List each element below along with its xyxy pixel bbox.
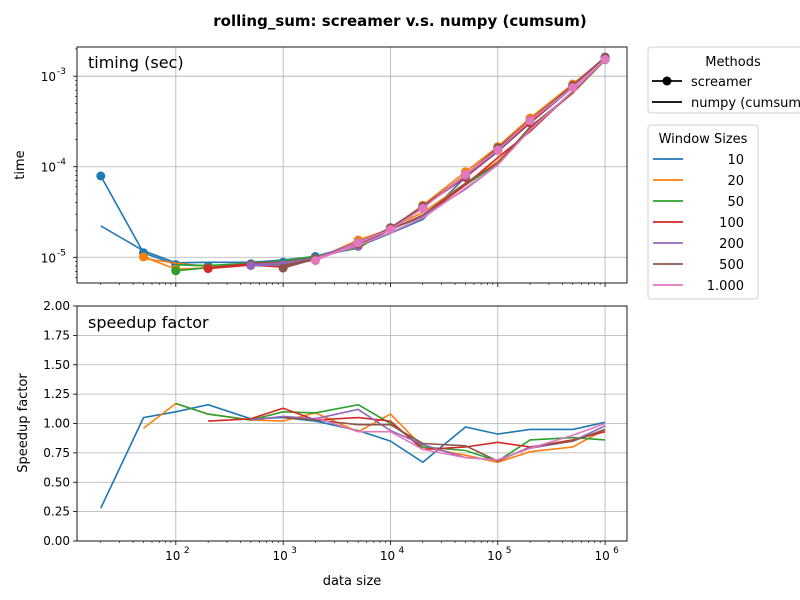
window-legend-label-200: 200 [719, 237, 744, 252]
speedup-panel: 10 2 10 3 10 4 10 5 10 60.000.250.500.751.001.251… [16, 299, 628, 589]
speedup-line-w10 [100, 403, 606, 509]
timing-panel: 10-510-410-3 timing (sec) time [13, 46, 628, 287]
y-tick-label: 1.75 [43, 328, 70, 342]
screamer-point-w1.000 [493, 145, 503, 155]
y-tick-label: 2.00 [43, 299, 70, 313]
window-legend-label-100: 100 [719, 216, 744, 231]
y-tick-label: 1.00 [43, 417, 70, 431]
y-tick-label: 10 [41, 251, 56, 265]
screamer-point-w1.000 [600, 55, 610, 64]
x-tick-exponent: 4 [398, 546, 404, 556]
y-tick-exponent: -4 [57, 158, 66, 168]
y-tick-label: 0.50 [43, 475, 70, 489]
speedup-line-w500 [283, 416, 606, 462]
x-tick-label: 10 [487, 549, 502, 563]
x-tick-exponent: 5 [506, 546, 512, 556]
y-tick-label: 1.50 [43, 358, 70, 372]
screamer-point-w20 [139, 252, 148, 262]
screamer-point-w100 [203, 264, 213, 274]
window-legend-label-1.000: 1.000 [707, 279, 744, 294]
window-legend-label-20: 20 [727, 174, 744, 189]
timing-axes-frame [76, 46, 628, 284]
y-tick-label: 10 [41, 70, 56, 84]
window-legend-label-500: 500 [719, 258, 744, 273]
screamer-point-w1.000 [386, 225, 395, 235]
speedup-axis-ticks: 10 2 10 3 10 4 10 5 10 60.000.250.500.751.001.251… [43, 299, 619, 563]
y-tick-exponent: -3 [57, 67, 66, 77]
speedup-plot-area [100, 402, 606, 509]
y-tick-exponent: -5 [57, 248, 66, 258]
window-sizes-legend: Window Sizes 10 20 50 100 200 500 1.000 [647, 124, 759, 300]
screamer-point-w1.000 [525, 116, 535, 126]
screamer-point-w1.000 [418, 203, 428, 213]
window-legend-label-50: 50 [727, 195, 744, 210]
screamer-line-w10 [100, 57, 606, 267]
screamer-point-w1.000 [568, 83, 578, 92]
numpy-line-w10 [100, 57, 606, 264]
numpy-line-w1.000 [315, 58, 606, 260]
timing-axis-ticks: 10-510-410-3 [41, 48, 606, 287]
speedup-line-w20 [143, 402, 606, 464]
screamer-point-w50 [171, 266, 181, 276]
y-tick-label: 0.00 [43, 534, 70, 548]
methods-legend: Methods screamer numpy (cumsum) [647, 46, 800, 114]
legend-methods-numpy: numpy (cumsum) [691, 96, 800, 111]
y-tick-label: 0.25 [43, 505, 70, 519]
screamer-point-w10 [96, 171, 106, 181]
screamer-line-w500 [282, 56, 606, 269]
timing-panel-label: timing (sec) [88, 53, 184, 72]
numpy-line-w200 [250, 58, 606, 266]
y-tick-label: 0.75 [43, 446, 70, 460]
screamer-point-w200 [246, 261, 256, 271]
x-tick-label: 10 [272, 549, 287, 563]
y-tick-label: 10 [41, 161, 56, 175]
x-tick-exponent: 6 [613, 546, 619, 556]
window-sizes-legend-box [647, 124, 759, 300]
screamer-point-w1.000 [353, 238, 363, 248]
y-tick-label: 1.25 [43, 387, 70, 401]
x-tick-exponent: 3 [291, 546, 297, 556]
screamer-line-w1.000 [315, 58, 606, 262]
screamer-point-w500 [278, 263, 288, 273]
timing-plot-area [96, 52, 610, 276]
legend-methods-screamer: screamer [691, 75, 753, 90]
x-tick-label: 10 [380, 549, 395, 563]
screamer-line-w100 [208, 57, 606, 270]
numpy-line-w100 [208, 59, 606, 269]
screamer-line-w200 [250, 57, 606, 267]
timing-y-axis-label: time [13, 150, 28, 179]
window-sizes-legend-title: Window Sizes [659, 132, 748, 147]
figure-title: rolling_sum: screamer v.s. numpy (cumsum… [213, 12, 586, 30]
screamer-point-w1.000 [310, 256, 320, 266]
timing-grid [77, 47, 627, 283]
speedup-panel-label: speedup factor [88, 313, 209, 332]
x-axis-label: data size [323, 574, 382, 589]
x-tick-label: 10 [594, 549, 609, 563]
speedup-line-w1.000 [315, 416, 606, 461]
methods-legend-box [647, 46, 800, 114]
x-tick-label: 10 [165, 549, 180, 563]
speedup-y-axis-label: Speedup factor [16, 373, 31, 473]
window-sizes-legend-items: 10 20 50 100 200 500 1.000 [653, 153, 744, 294]
screamer-legend-marker [662, 76, 672, 86]
window-legend-label-10: 10 [727, 153, 744, 168]
methods-legend-title: Methods [705, 55, 761, 70]
screamer-point-w1.000 [461, 170, 470, 179]
x-tick-exponent: 2 [184, 546, 190, 556]
numpy-line-w500 [282, 58, 606, 267]
speedup-line-w200 [250, 408, 606, 461]
